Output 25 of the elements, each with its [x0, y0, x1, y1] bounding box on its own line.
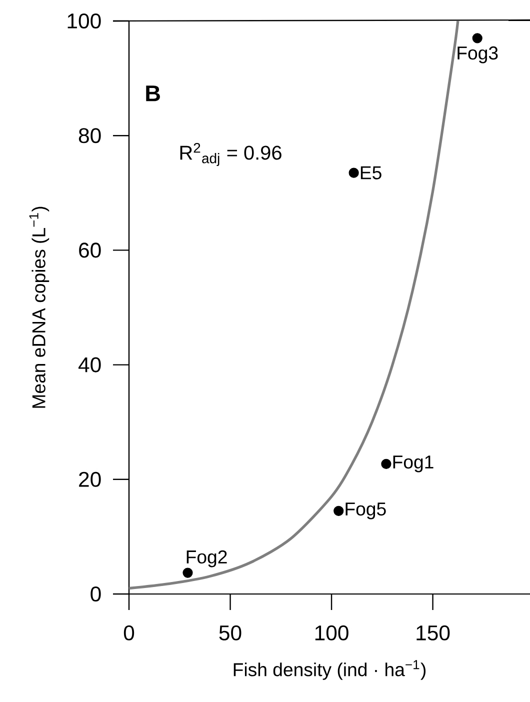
point	[334, 506, 344, 516]
x-tick-label: 150	[416, 625, 450, 640]
point	[381, 458, 392, 469]
annotation: R$^{2}$$_{adj}$ = 0.96	[180, 142, 282, 166]
annotation: B	[146, 86, 160, 102]
y-tick-label: 60	[79, 242, 101, 258]
annotation: Fog5	[346, 502, 386, 520]
x-axis-title: Fish density (ind · ha$^{−1}$)	[234, 660, 426, 680]
x-tick-label: 0	[124, 625, 134, 640]
y-axis-title: Mean eDNA copies (L$^{−1}$)	[29, 206, 50, 408]
annotation: Fog1	[393, 456, 434, 472]
y-tick-label: 100	[68, 13, 101, 29]
point	[472, 33, 482, 44]
x-tick-label: 50	[219, 625, 242, 640]
point	[182, 568, 193, 578]
y-tick-label: 80	[78, 128, 101, 144]
annotation: E5	[360, 166, 382, 180]
annotation: Fog2	[186, 550, 227, 568]
x-tick-label: 100	[315, 625, 348, 640]
y-tick-label: 0	[90, 586, 101, 602]
point	[348, 168, 359, 178]
annotation: Fog3	[458, 46, 498, 64]
y-tick-label: 20	[79, 472, 101, 487]
y-tick-label: 40	[78, 357, 101, 372]
line-series	[129, 20, 460, 590]
